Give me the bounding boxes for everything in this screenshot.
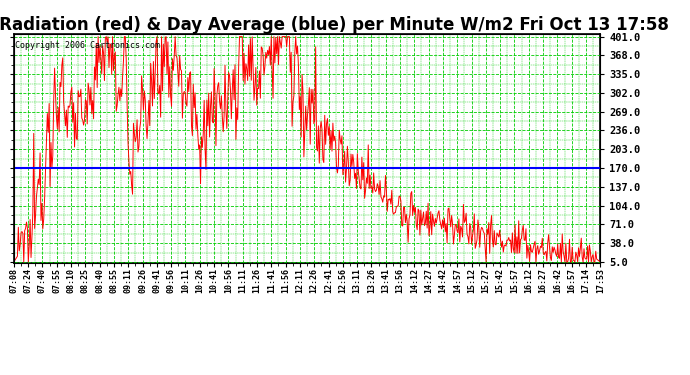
Title: Solar Radiation (red) & Day Average (blue) per Minute W/m2 Fri Oct 13 17:58: Solar Radiation (red) & Day Average (blu… <box>0 16 669 34</box>
Text: Copyright 2006 Cartronics.com: Copyright 2006 Cartronics.com <box>15 40 160 50</box>
